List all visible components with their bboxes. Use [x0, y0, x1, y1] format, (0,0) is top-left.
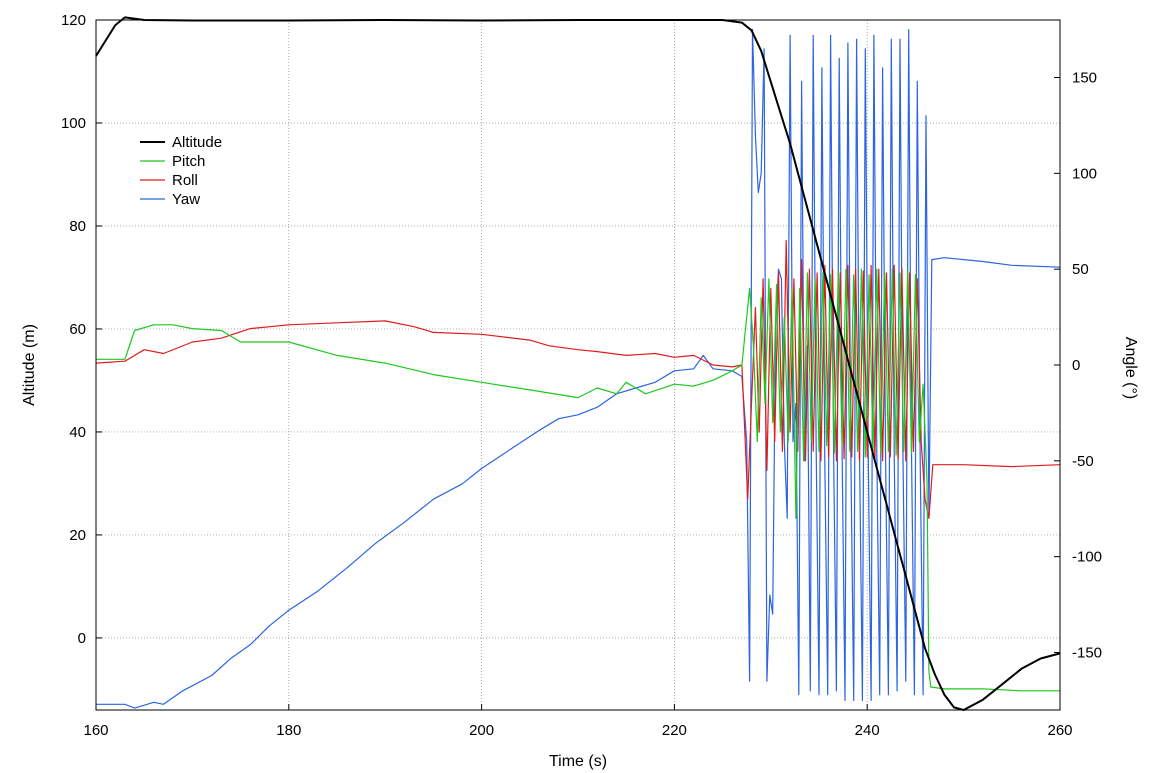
left-tick-label: 0 [78, 630, 86, 647]
left-tick-label: 40 [69, 424, 86, 441]
left-tick-label: 120 [61, 12, 86, 29]
right-tick-label: 50 [1072, 261, 1089, 278]
x-tick-label: 240 [855, 722, 880, 739]
left-axis-title: Altitude (m) [21, 324, 38, 406]
right-tick-label: 100 [1072, 165, 1097, 182]
right-tick-label: -150 [1072, 645, 1102, 662]
x-tick-label: 260 [1047, 722, 1072, 739]
x-tick-label: 220 [662, 722, 687, 739]
series-line-pitch [96, 268, 1060, 692]
legend-label-yaw: Yaw [172, 191, 200, 208]
left-tick-label: 20 [69, 527, 86, 544]
legend: Altitude Pitch Roll Yaw [140, 134, 222, 208]
legend-label-altitude: Altitude [172, 134, 222, 151]
axis-ticks [95, 19, 1061, 710]
left-axis-tick-labels: 0 20 40 60 80 100 120 [61, 12, 86, 647]
legend-label-roll: Roll [172, 172, 198, 189]
x-axis-tick-labels: 160 180 200 220 240 260 [83, 722, 1072, 739]
right-axis-tick-labels: -150 -100 -50 0 50 100 150 [1072, 70, 1102, 662]
x-tick-label: 200 [469, 722, 494, 739]
right-tick-label: -100 [1072, 549, 1102, 566]
x-axis-title: Time (s) [549, 753, 607, 770]
left-tick-label: 100 [61, 115, 86, 132]
right-tick-label: 150 [1072, 70, 1097, 87]
x-tick-label: 180 [276, 722, 301, 739]
series-line-roll [95, 239, 1061, 519]
series-line-yaw [96, 29, 1061, 709]
right-axis-title: Angle (°) [1122, 337, 1139, 399]
legend-label-pitch: Pitch [172, 153, 205, 170]
right-tick-label: 0 [1072, 357, 1080, 374]
left-tick-label: 80 [69, 218, 86, 235]
x-tick-label: 160 [83, 722, 108, 739]
left-tick-label: 60 [69, 321, 86, 338]
right-tick-label: -50 [1072, 453, 1094, 470]
